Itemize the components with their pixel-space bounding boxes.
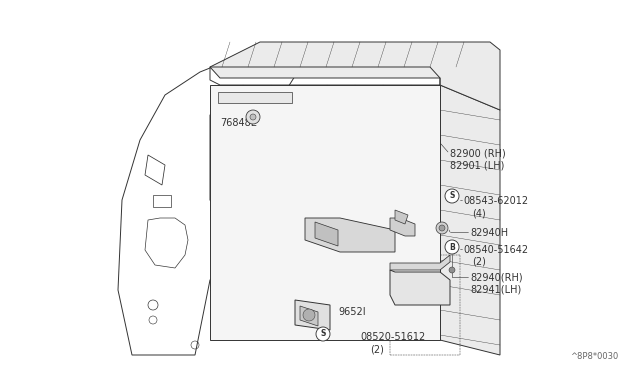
Circle shape	[445, 189, 459, 203]
Text: 82900 (RH): 82900 (RH)	[450, 148, 506, 158]
Text: S: S	[320, 330, 326, 339]
Text: S: S	[449, 192, 454, 201]
Text: (2): (2)	[370, 344, 384, 354]
Text: 82901 (LH): 82901 (LH)	[450, 160, 504, 170]
Text: (2): (2)	[472, 257, 486, 267]
Text: 82940H: 82940H	[470, 228, 508, 238]
Text: 08540-51642: 08540-51642	[463, 245, 528, 255]
Circle shape	[250, 114, 256, 120]
Text: (4): (4)	[472, 208, 486, 218]
Text: B: B	[449, 243, 455, 251]
Polygon shape	[305, 218, 395, 252]
Polygon shape	[295, 300, 330, 330]
Polygon shape	[390, 255, 450, 270]
Text: 76848E: 76848E	[220, 118, 257, 128]
Text: ^8P8*0030: ^8P8*0030	[570, 352, 618, 361]
Text: 08520-51612: 08520-51612	[360, 332, 425, 342]
Circle shape	[439, 225, 445, 231]
Text: 82940(RH): 82940(RH)	[470, 273, 523, 283]
Circle shape	[449, 267, 455, 273]
Polygon shape	[300, 306, 318, 326]
Polygon shape	[315, 222, 338, 246]
Circle shape	[246, 110, 260, 124]
Polygon shape	[395, 210, 408, 224]
Text: 08543-62012: 08543-62012	[463, 196, 528, 206]
Polygon shape	[390, 270, 450, 305]
Text: 82941(LH): 82941(LH)	[470, 285, 521, 295]
Circle shape	[303, 309, 315, 321]
Polygon shape	[210, 85, 440, 340]
Polygon shape	[390, 218, 415, 236]
Text: 9652I: 9652I	[338, 307, 365, 317]
Circle shape	[445, 240, 459, 254]
Polygon shape	[210, 42, 500, 110]
Polygon shape	[218, 92, 292, 103]
Circle shape	[436, 222, 448, 234]
Polygon shape	[440, 85, 500, 355]
Circle shape	[316, 327, 330, 341]
